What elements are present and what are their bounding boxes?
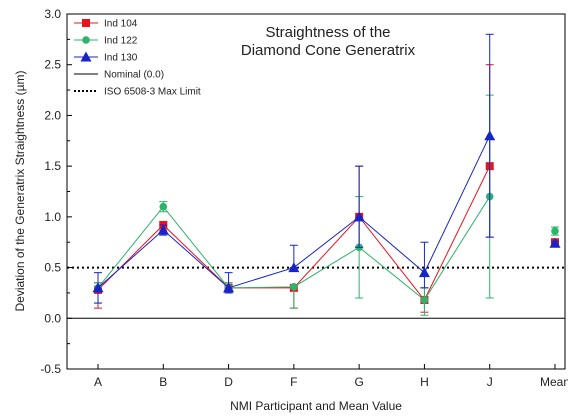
y-axis: -0.5 0.0 0.5 1.0 1.5 2.0 2.5 3.0 (40, 7, 72, 376)
x-tick-label: H (420, 375, 429, 389)
data-point (157, 224, 169, 235)
y-tick-label: 1.5 (44, 159, 61, 173)
mean-point (551, 227, 559, 235)
y-tick-label: 0.5 (44, 261, 61, 275)
legend-marker (82, 36, 90, 44)
y-tick-label: 2.5 (44, 58, 61, 72)
x-tick-label: B (159, 375, 167, 389)
legend-label: ISO 6508-3 Max Limit (104, 87, 201, 98)
x-axis: A B D F G H J Mean (94, 364, 568, 389)
mean-point (549, 237, 561, 248)
chart-title-line-2: Diamond Cone Generatrix (241, 42, 416, 59)
x-tick-label: G (354, 375, 363, 389)
chart-title-line-1: Straightness of the (265, 24, 390, 41)
x-tick-label: J (487, 375, 493, 389)
y-axis-title: Deviation of the Generatrix Straightness… (13, 70, 27, 311)
y-tick-label: -0.5 (40, 362, 61, 376)
x-tick-label: A (94, 375, 102, 389)
legend-marker (80, 51, 92, 62)
legend-label: Ind 104 (104, 19, 138, 30)
data-point (290, 283, 298, 291)
y-tick-label: 0.0 (44, 311, 61, 325)
legend-marker (82, 19, 90, 27)
data-point (418, 267, 430, 278)
data-point (353, 211, 365, 222)
legend-label: Nominal (0.0) (104, 70, 164, 81)
data-point (420, 296, 429, 304)
series-layer (92, 33, 561, 316)
data-point (92, 282, 104, 293)
data-point (223, 282, 235, 293)
data-point (159, 202, 168, 211)
y-tick-label: 2.0 (44, 108, 61, 122)
x-tick-label: D (224, 375, 233, 389)
x-tick-label: Mean (540, 375, 568, 389)
legend-label: Ind 130 (104, 53, 138, 64)
series-ind-130 (92, 33, 561, 304)
y-tick-label: 3.0 (44, 7, 61, 21)
data-point (484, 130, 496, 141)
reference-lines (67, 266, 565, 319)
x-tick-label: F (290, 375, 297, 389)
legend-label: Ind 122 (104, 36, 138, 47)
y-tick-label: 1.0 (44, 210, 61, 224)
data-point (288, 262, 300, 273)
x-axis-title: NMI Participant and Mean Value (230, 399, 402, 413)
series-line (97, 165, 491, 301)
plot-frame (66, 13, 566, 370)
legend: Ind 104 Ind 122 Ind 130 Nominal (0.0) ISO 65… (74, 19, 201, 98)
